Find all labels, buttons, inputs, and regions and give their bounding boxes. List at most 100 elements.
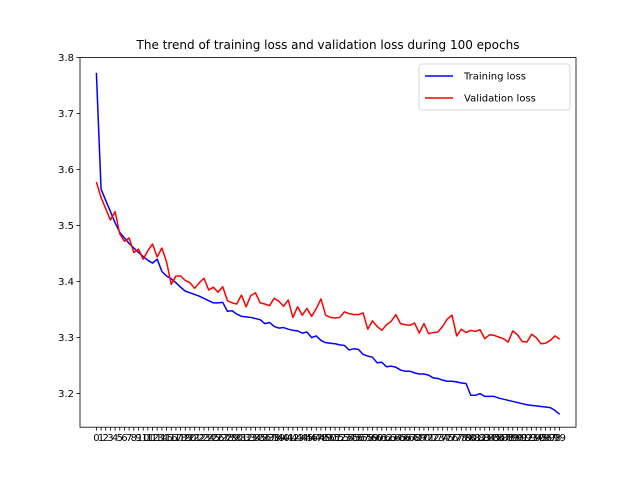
x-tick-label: 19 <box>179 433 192 444</box>
x-tick-label: 15 <box>160 433 173 444</box>
x-tick-label: 35 <box>254 433 267 444</box>
x-tick-label: 24 <box>202 433 215 444</box>
x-axis: 0123456789101112131415161718192021222324… <box>93 427 566 444</box>
x-tick-label: 73 <box>432 433 445 444</box>
y-tick-label: 3.2 <box>58 389 74 400</box>
x-tick-label: 60 <box>371 433 384 444</box>
x-tick-label: 46 <box>305 433 318 444</box>
x-tick-label: 41 <box>282 433 295 444</box>
x-tick-label: 38 <box>268 433 281 444</box>
x-tick-label: 98 <box>549 433 562 444</box>
x-tick-label: 8 <box>131 433 137 444</box>
x-tick-label: 25 <box>207 433 220 444</box>
x-tick-label: 95 <box>535 433 548 444</box>
x-tick-label: 61 <box>375 433 388 444</box>
x-tick-label: 48 <box>315 433 328 444</box>
x-tick-label: 44 <box>296 433 309 444</box>
x-tick-label: 0 <box>93 433 99 444</box>
x-tick-label: 91 <box>516 433 529 444</box>
x-tick-label: 94 <box>530 433 543 444</box>
x-tick-label: 88 <box>502 433 515 444</box>
x-tick-label: 64 <box>389 433 402 444</box>
y-axis: 3.2 3.3 3.4 3.5 3.6 3.7 3.8 <box>58 53 80 400</box>
x-tick-label: 83 <box>478 433 491 444</box>
x-tick-label: 42 <box>287 433 300 444</box>
x-tick-label: 54 <box>343 433 356 444</box>
x-tick-label: 56 <box>352 433 365 444</box>
y-tick-label: 3.8 <box>58 53 74 64</box>
x-tick-label: 14 <box>156 433 169 444</box>
x-tick-label: 74 <box>436 433 449 444</box>
x-tick-label: 99 <box>553 433 566 444</box>
x-tick-label: 70 <box>418 433 431 444</box>
x-tick-label: 45 <box>301 433 314 444</box>
x-tick-label: 50 <box>324 433 337 444</box>
x-tick-label: 13 <box>151 433 164 444</box>
x-tick-label: 76 <box>446 433 459 444</box>
x-tick-label: 43 <box>291 433 304 444</box>
x-tick-label: 29 <box>226 433 239 444</box>
y-tick-label: 3.5 <box>58 221 74 232</box>
x-tick-label: 18 <box>174 433 187 444</box>
x-tick-label: 37 <box>263 433 276 444</box>
x-tick-label: 16 <box>165 433 178 444</box>
x-tick-label: 63 <box>385 433 398 444</box>
x-tick-label: 81 <box>469 433 482 444</box>
x-tick-label: 5 <box>117 433 123 444</box>
x-tick-label: 21 <box>188 433 201 444</box>
x-tick-label: 1 <box>98 433 104 444</box>
x-tick-label: 58 <box>361 433 374 444</box>
x-tick-label: 84 <box>483 433 496 444</box>
x-tick-label: 57 <box>357 433 370 444</box>
x-tick-label: 11 <box>141 433 154 444</box>
y-tick-label: 3.6 <box>58 165 74 176</box>
chart-title: The trend of training loss and validatio… <box>136 38 520 52</box>
x-tick-label: 53 <box>338 433 351 444</box>
axes-frame <box>79 57 577 428</box>
x-tick-label: 87 <box>497 433 510 444</box>
x-tick-label: 92 <box>521 433 534 444</box>
x-tick-label: 90 <box>511 433 524 444</box>
x-tick-label: 10 <box>137 433 150 444</box>
x-tick-label: 96 <box>539 433 552 444</box>
legend: Training loss Validation loss <box>418 63 571 111</box>
x-tick-label: 78 <box>455 433 468 444</box>
x-tick-label: 39 <box>273 433 286 444</box>
series-line-validation-loss <box>95 181 561 345</box>
x-tick-label: 97 <box>544 433 557 444</box>
x-tick-label: 93 <box>525 433 538 444</box>
x-tick-label: 32 <box>240 433 253 444</box>
x-tick-label: 80 <box>464 433 477 444</box>
x-tick-label: 82 <box>474 433 487 444</box>
y-tick-label: 3.3 <box>58 333 74 344</box>
x-tick-label: 7 <box>126 433 132 444</box>
x-tick-label: 68 <box>408 433 421 444</box>
x-tick-label: 62 <box>380 433 393 444</box>
x-tick-label: 69 <box>413 433 426 444</box>
x-tick-label: 34 <box>249 433 262 444</box>
x-tick-label: 59 <box>366 433 379 444</box>
x-tick-label: 2 <box>103 433 109 444</box>
x-tick-label: 49 <box>319 433 332 444</box>
x-tick-label: 71 <box>422 433 435 444</box>
x-tick-label: 66 <box>399 433 412 444</box>
x-tick-label: 79 <box>460 433 473 444</box>
x-tick-label: 6 <box>121 433 127 444</box>
y-tick-label: 3.4 <box>58 277 74 288</box>
x-tick-label: 72 <box>427 433 440 444</box>
x-tick-label: 75 <box>441 433 454 444</box>
x-tick-label: 86 <box>492 433 505 444</box>
x-tick-label: 47 <box>310 433 323 444</box>
plot-area <box>79 57 577 428</box>
x-tick-label: 17 <box>170 433 183 444</box>
x-tick-label: 36 <box>258 433 271 444</box>
legend-box <box>418 63 571 111</box>
x-tick-label: 30 <box>230 433 243 444</box>
x-tick-label: 65 <box>394 433 407 444</box>
x-tick-label: 4 <box>112 433 118 444</box>
x-tick-label: 27 <box>216 433 229 444</box>
y-tick-label: 3.7 <box>58 109 74 120</box>
legend-label: Validation loss <box>464 94 536 105</box>
x-tick-label: 12 <box>146 433 159 444</box>
x-tick-label: 28 <box>221 433 234 444</box>
